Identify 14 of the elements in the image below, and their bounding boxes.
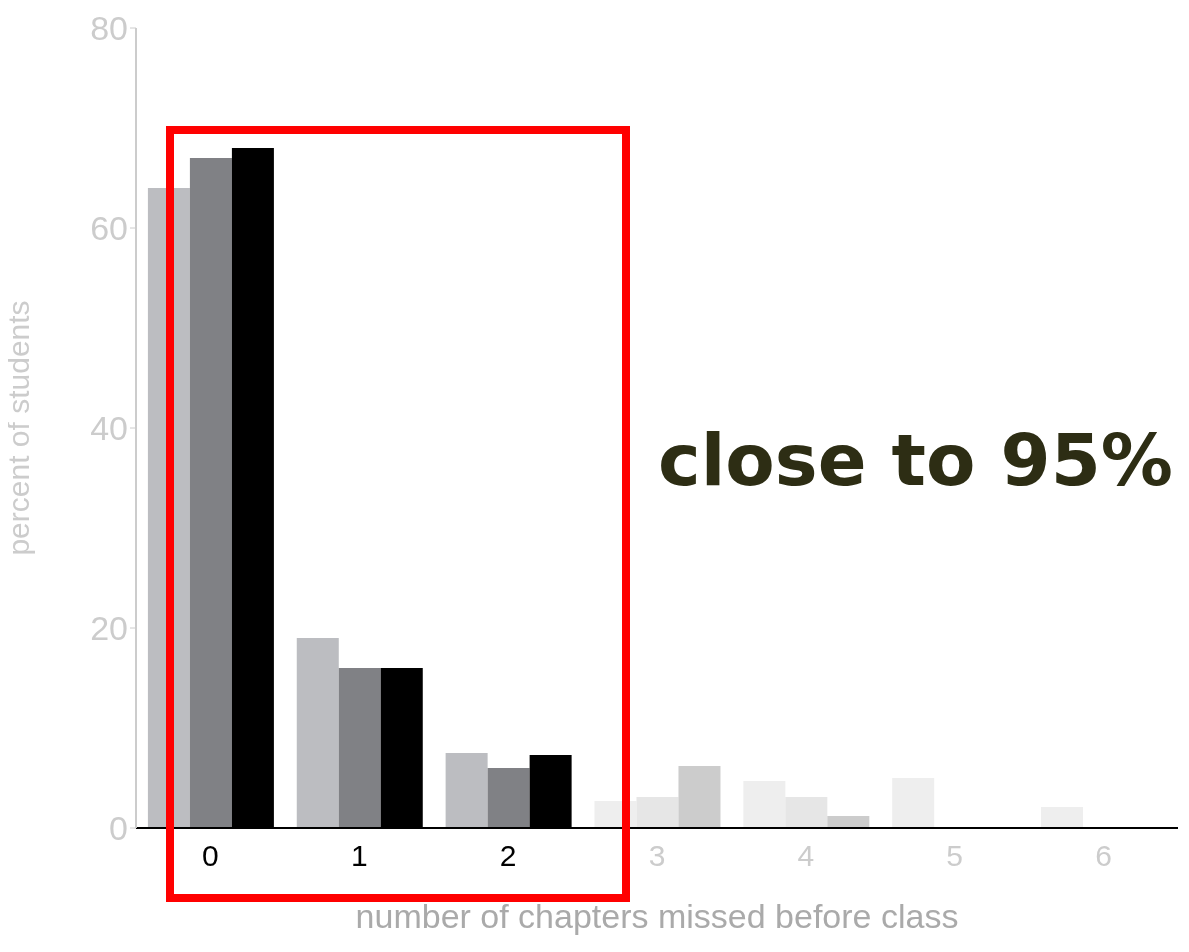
bar (678, 766, 721, 828)
bar (296, 638, 339, 828)
bar (487, 768, 530, 828)
bar (827, 816, 870, 828)
bar (445, 753, 488, 828)
x-tick-label: 1 (350, 839, 368, 872)
x-axis-title: number of chapters missed before class (355, 897, 959, 935)
bar (1041, 807, 1084, 828)
bar (189, 158, 232, 828)
x-tick-label: 2 (499, 839, 517, 872)
annotation: close to 95% (658, 418, 1173, 502)
x-tick-label: 0 (202, 839, 219, 872)
bar (338, 668, 381, 828)
bar (892, 778, 935, 828)
